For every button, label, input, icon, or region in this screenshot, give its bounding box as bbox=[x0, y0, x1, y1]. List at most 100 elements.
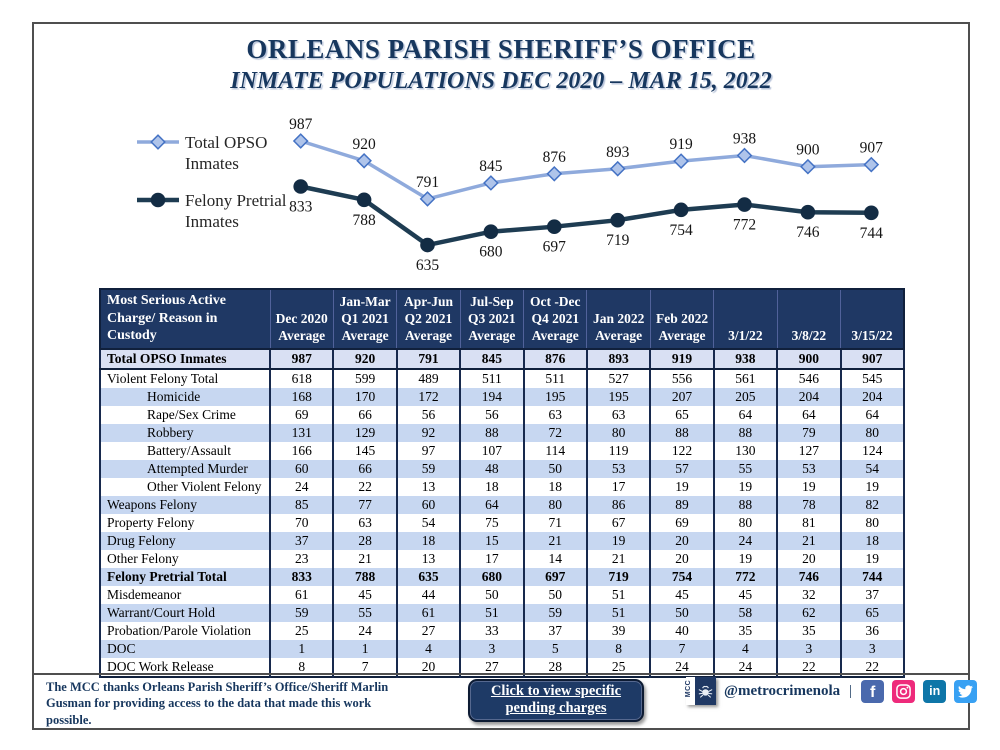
linkedin-icon[interactable]: in bbox=[923, 679, 947, 703]
table-cell: 27 bbox=[459, 657, 525, 677]
table-header-period: 3/15/22 bbox=[840, 288, 905, 350]
table-cell: 59 bbox=[522, 603, 588, 622]
chart-data-label: 893 bbox=[606, 144, 630, 161]
table-cell: 556 bbox=[649, 368, 715, 388]
table-cell: 65 bbox=[649, 405, 715, 424]
table-row: Other Felony 23 21 13 17 14 21 20 19 20 19 bbox=[99, 549, 905, 568]
page-subtitle: INMATE POPULATIONS DEC 2020 – MAR 15, 20… bbox=[230, 68, 772, 94]
table-cell: 69 bbox=[649, 513, 715, 532]
table-cell: 37 bbox=[522, 621, 588, 640]
row-label: Felony Pretrial Total bbox=[99, 567, 271, 586]
table-cell: 19 bbox=[839, 549, 905, 568]
row-label: Battery/Assault bbox=[99, 441, 271, 460]
instagram-icon[interactable] bbox=[892, 679, 916, 703]
table-cell: 24 bbox=[712, 657, 779, 677]
twitter-icon[interactable] bbox=[954, 679, 978, 703]
table-header-period: Jan-Mar Q1 2021 Average bbox=[332, 288, 398, 350]
chart-data-label: 833 bbox=[289, 199, 313, 216]
pending-charges-button[interactable]: Click to view specific pending charges bbox=[468, 679, 644, 723]
credit-text: The MCC thanks Orleans Parish Sheriff’s … bbox=[46, 680, 389, 727]
table-header-period: 3/1/22 bbox=[713, 288, 778, 350]
chart-point bbox=[293, 179, 308, 194]
table-cell: 22 bbox=[839, 657, 905, 677]
table-cell: 919 bbox=[649, 347, 715, 370]
table-header-period: Oct -Dec Q4 2021 Average bbox=[523, 288, 588, 350]
table-cell: 511 bbox=[522, 368, 588, 388]
table-cell: 19 bbox=[839, 477, 905, 496]
table-cell: 791 bbox=[395, 347, 462, 370]
table-cell: 33 bbox=[459, 621, 525, 640]
chart-data-label: 680 bbox=[479, 244, 503, 261]
chart-data-label: 635 bbox=[416, 257, 440, 274]
table-cell: 80 bbox=[839, 513, 905, 532]
chart-point bbox=[673, 153, 689, 169]
table-cell: 893 bbox=[585, 347, 652, 370]
chart-data-label: 746 bbox=[796, 224, 820, 241]
table-cell: 50 bbox=[459, 585, 525, 604]
table-cell: 21 bbox=[522, 531, 588, 550]
table-cell: 833 bbox=[268, 567, 335, 586]
table-header-period: Jul-Sep Q3 2021 Average bbox=[459, 288, 525, 350]
table-cell: 80 bbox=[712, 513, 779, 532]
table-cell: 22 bbox=[776, 657, 842, 677]
table-cell: 19 bbox=[712, 477, 779, 496]
legend-label: Felony Pretrial Inmates bbox=[185, 191, 287, 231]
chart-data-label: 919 bbox=[669, 136, 693, 153]
legend-item: Felony Pretrial Inmates bbox=[137, 191, 287, 231]
table-cell: 170 bbox=[332, 387, 398, 406]
table-cell: 18 bbox=[459, 477, 525, 496]
chart-point bbox=[420, 237, 435, 253]
table-cell: 56 bbox=[459, 405, 525, 424]
table-cell: 119 bbox=[585, 441, 652, 460]
table-header-period: 3/8/22 bbox=[776, 288, 842, 350]
row-label: Other Felony bbox=[99, 549, 271, 568]
table-cell: 27 bbox=[395, 621, 462, 640]
table-cell: 55 bbox=[332, 603, 398, 622]
table-cell: 13 bbox=[395, 549, 462, 568]
table-cell: 25 bbox=[268, 621, 335, 640]
chart-point bbox=[356, 152, 372, 169]
row-label: Homicide bbox=[99, 387, 271, 406]
table-cell: 23 bbox=[268, 549, 335, 568]
row-label: Probation/Parole Violation bbox=[99, 621, 271, 640]
inmate-population-chart: 987 920 791 845 876 893 919 938 900 907 833 788 635 6… bbox=[99, 106, 903, 286]
chart-data-label: 744 bbox=[860, 225, 884, 242]
chart-data-label: 907 bbox=[860, 140, 884, 157]
table-cell: 60 bbox=[268, 459, 335, 478]
table-cell: 20 bbox=[649, 549, 715, 568]
table-cell: 772 bbox=[712, 567, 779, 586]
table-cell: 40 bbox=[649, 621, 715, 640]
table-cell: 17 bbox=[585, 477, 652, 496]
table-cell: 57 bbox=[649, 459, 715, 478]
table-cell: 7 bbox=[332, 657, 398, 677]
table-cell: 82 bbox=[839, 495, 905, 514]
table-cell: 744 bbox=[839, 567, 905, 586]
table-cell: 55 bbox=[712, 459, 779, 478]
table-cell: 168 bbox=[268, 387, 335, 406]
table-cell: 907 bbox=[839, 347, 905, 370]
table-row: DOC 1 1 4 3 5 8 7 4 3 3 bbox=[99, 639, 905, 658]
table-cell: 64 bbox=[776, 405, 842, 424]
chart-point bbox=[673, 202, 689, 218]
table-row: Property Felony 70 63 54 75 71 67 69 80 81 80 bbox=[99, 513, 905, 532]
table-cell: 78 bbox=[776, 495, 842, 514]
table-row: Homicide 168 170 172 194 195 195 207 205 204 204 bbox=[99, 387, 905, 406]
table-cell: 80 bbox=[522, 495, 588, 514]
table-cell: 17 bbox=[459, 549, 525, 568]
table-cell: 80 bbox=[839, 423, 905, 442]
row-label: Weapons Felony bbox=[99, 495, 271, 514]
chart-point bbox=[483, 224, 499, 240]
table-row: Battery/Assault 166 145 97 107 114 119 122 130 12… bbox=[99, 441, 905, 460]
table-cell: 70 bbox=[268, 513, 335, 532]
table-cell: 489 bbox=[395, 368, 462, 388]
chart-data-label: 791 bbox=[416, 174, 439, 191]
table-cell: 59 bbox=[395, 459, 462, 478]
table-cell: 24 bbox=[712, 531, 779, 550]
chart-point bbox=[737, 197, 752, 212]
table-cell: 88 bbox=[459, 423, 525, 442]
table-cell: 22 bbox=[332, 477, 398, 496]
table-cell: 618 bbox=[268, 368, 335, 388]
facebook-icon[interactable]: f bbox=[861, 679, 885, 703]
table-cell: 845 bbox=[459, 347, 525, 370]
